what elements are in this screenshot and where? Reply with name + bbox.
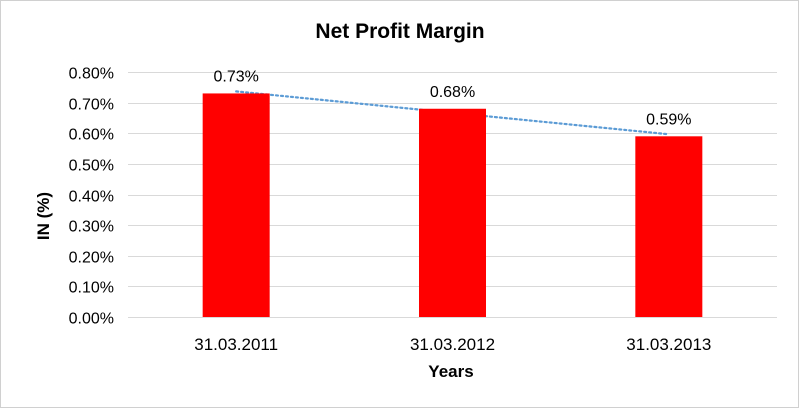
x-axis-title: Years	[428, 362, 473, 381]
x-category-label: 31.03.2011	[194, 335, 278, 354]
y-tick-label: 0.70%	[69, 97, 114, 114]
x-category-label: 31.03.2012	[410, 335, 495, 354]
y-tick-label: 0.60%	[69, 127, 114, 144]
bar	[635, 136, 703, 317]
y-tick-label: 0.40%	[69, 189, 114, 206]
bar	[419, 108, 486, 317]
data-label: 0.68%	[430, 84, 475, 101]
x-category-label: 31.03.2013	[626, 335, 711, 354]
chart-title: Net Profit Margin	[315, 20, 484, 43]
bars	[202, 93, 703, 317]
y-tick-label: 0.00%	[69, 311, 114, 328]
y-tick-label: 0.30%	[69, 219, 114, 236]
y-tick-label: 0.10%	[69, 280, 114, 297]
x-axis-categories: 31.03.2011 31.03.2012 31.03.2013	[194, 335, 711, 354]
y-tick-label: 0.20%	[69, 250, 114, 267]
y-tick-label: 0.50%	[69, 158, 114, 175]
bar	[202, 93, 270, 317]
data-labels: 0.73% 0.68% 0.59%	[213, 68, 691, 128]
y-tick-label: 0.80%	[69, 66, 114, 83]
data-label: 0.73%	[213, 68, 258, 85]
y-axis-ticks: 0.00% 0.10% 0.20% 0.30% 0.40% 0.50% 0.60% 0.70%…	[69, 66, 114, 328]
y-axis-title: IN (%)	[34, 192, 53, 240]
data-label: 0.59%	[646, 111, 691, 128]
